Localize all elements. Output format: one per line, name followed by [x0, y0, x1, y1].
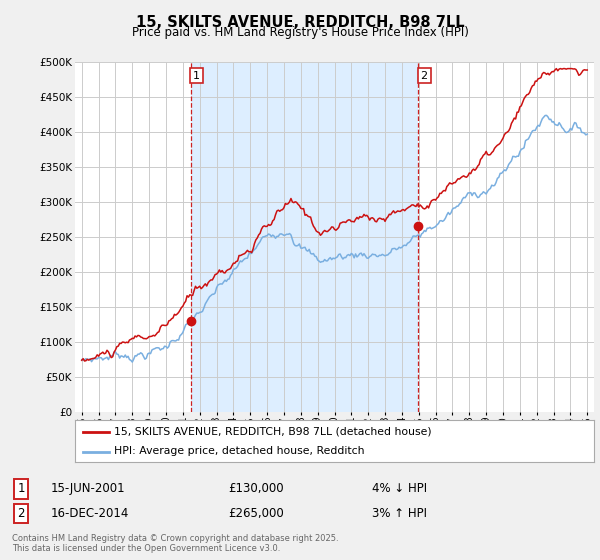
Text: £130,000: £130,000 — [228, 482, 284, 496]
Text: HPI: Average price, detached house, Redditch: HPI: Average price, detached house, Redd… — [114, 446, 364, 456]
Text: Contains HM Land Registry data © Crown copyright and database right 2025.
This d: Contains HM Land Registry data © Crown c… — [12, 534, 338, 553]
Text: 3% ↑ HPI: 3% ↑ HPI — [372, 507, 427, 520]
Text: 15, SKILTS AVENUE, REDDITCH, B98 7LL (detached house): 15, SKILTS AVENUE, REDDITCH, B98 7LL (de… — [114, 427, 431, 437]
Text: 1: 1 — [17, 482, 25, 496]
Text: 2: 2 — [17, 507, 25, 520]
Text: 16-DEC-2014: 16-DEC-2014 — [51, 507, 130, 520]
Text: 1: 1 — [193, 71, 200, 81]
Text: 15-JUN-2001: 15-JUN-2001 — [51, 482, 125, 496]
Text: Price paid vs. HM Land Registry's House Price Index (HPI): Price paid vs. HM Land Registry's House … — [131, 26, 469, 39]
Text: £265,000: £265,000 — [228, 507, 284, 520]
Text: 2: 2 — [421, 71, 428, 81]
Text: 4% ↓ HPI: 4% ↓ HPI — [372, 482, 427, 496]
Bar — [191, 62, 418, 412]
Text: 15, SKILTS AVENUE, REDDITCH, B98 7LL: 15, SKILTS AVENUE, REDDITCH, B98 7LL — [136, 15, 464, 30]
